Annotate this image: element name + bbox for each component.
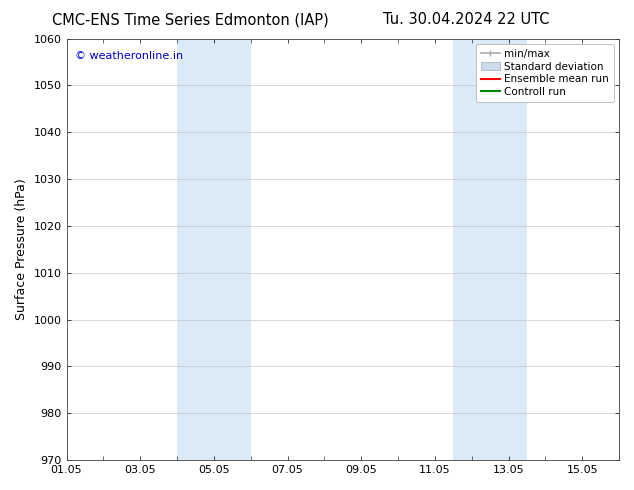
Text: © weatheronline.in: © weatheronline.in — [75, 51, 183, 61]
Legend: min/max, Standard deviation, Ensemble mean run, Controll run: min/max, Standard deviation, Ensemble me… — [476, 44, 614, 102]
Bar — [453, 39, 527, 460]
Text: CMC-ENS Time Series Edmonton (IAP): CMC-ENS Time Series Edmonton (IAP) — [52, 12, 328, 27]
Text: Tu. 30.04.2024 22 UTC: Tu. 30.04.2024 22 UTC — [383, 12, 549, 27]
Bar — [177, 39, 250, 460]
Y-axis label: Surface Pressure (hPa): Surface Pressure (hPa) — [15, 178, 28, 320]
